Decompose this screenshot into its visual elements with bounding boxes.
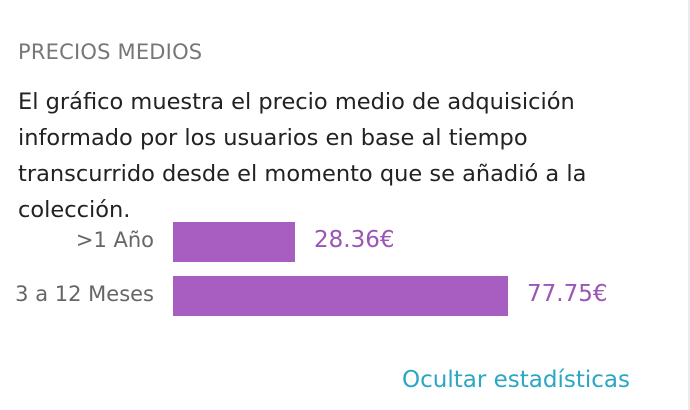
bar-row: >1 Año 28.36€ xyxy=(0,222,690,262)
bar xyxy=(173,222,295,262)
section-title: PRECIOS MEDIOS xyxy=(18,40,203,64)
bar-value-label: 77.75€ xyxy=(527,281,608,307)
bar-value-label: 28.36€ xyxy=(314,227,395,253)
bar-category-label: >1 Año xyxy=(75,228,154,252)
bar-category-label: 3 a 12 Meses xyxy=(15,282,154,306)
bar xyxy=(173,276,508,316)
hide-statistics-link[interactable]: Ocultar estadísticas xyxy=(402,367,630,393)
bar-row: 3 a 12 Meses 77.75€ xyxy=(0,276,690,316)
chart-description: El gráfico muestra el precio medio de ad… xyxy=(18,89,587,223)
